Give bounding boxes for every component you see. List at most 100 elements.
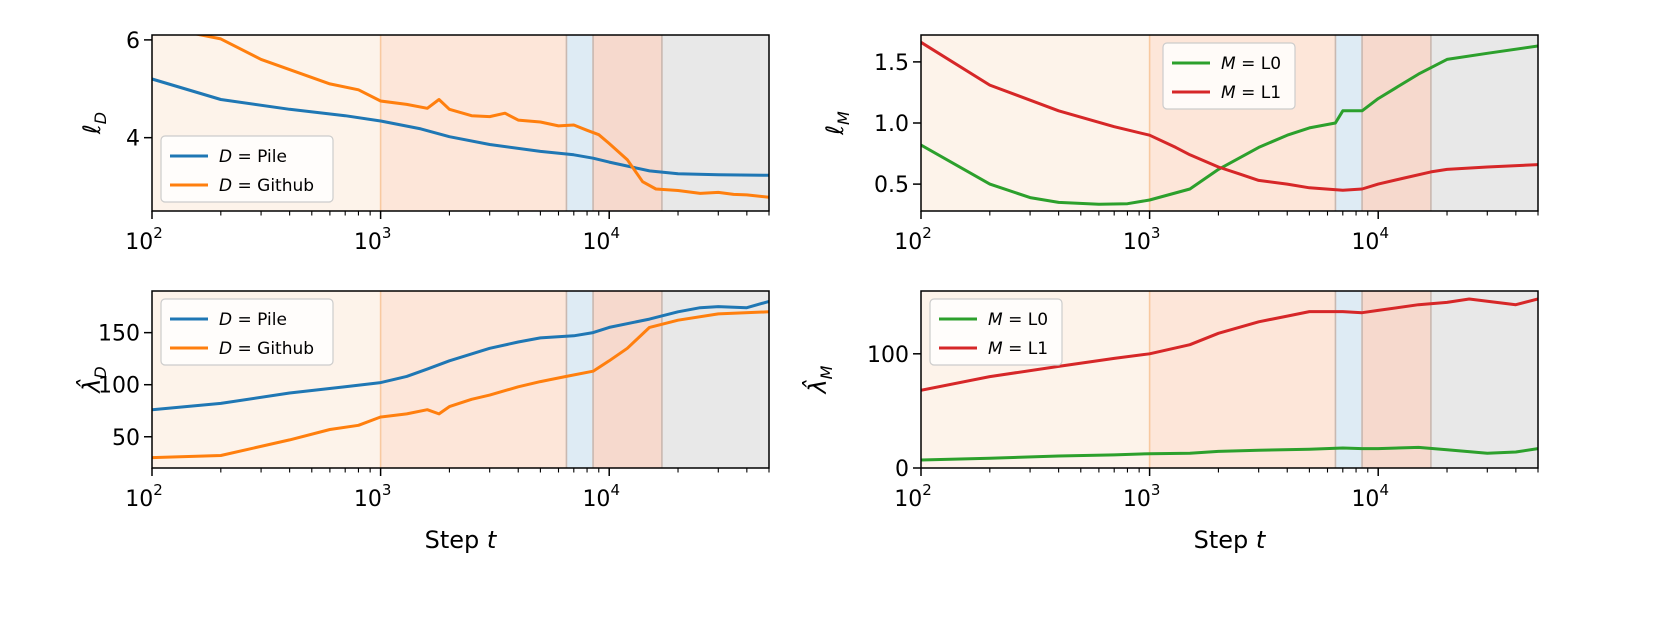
y-label-symbol: λ̂ [76, 379, 106, 395]
x-tick-base: 10 [354, 487, 382, 512]
x-axis-label: Step t [425, 526, 498, 554]
y-tick-label: 1.0 [874, 112, 909, 137]
legend-entry: D = Github [219, 339, 314, 359]
x-tick-base: 10 [125, 230, 153, 255]
y-label-subscript: D [91, 366, 110, 378]
shaded-region [1335, 291, 1363, 468]
x-tick-exponent: 3 [382, 224, 392, 242]
shaded-region [661, 35, 769, 211]
legend-value: Pile [257, 310, 287, 330]
x-tick-label: 103 [1123, 481, 1161, 512]
shaded-region [661, 291, 769, 468]
series-line-l1 [921, 297, 1538, 392]
y-tick-label: 6 [126, 29, 140, 54]
x-tick-exponent: 4 [610, 481, 620, 499]
x-tick-base: 10 [582, 230, 610, 255]
x-tick-label: 103 [354, 481, 392, 512]
series-line-pile [152, 299, 769, 412]
legend-equals: = [232, 147, 257, 167]
y-axis-label: λ̂D [76, 366, 110, 395]
legend-value: Github [257, 339, 314, 359]
legend: D = Pile D = Github [160, 135, 334, 203]
legend-variable: D [219, 176, 232, 196]
y-label-subscript: M [834, 111, 853, 125]
x-tick-exponent: 3 [1151, 481, 1161, 499]
y-label-symbol: ℓ [78, 124, 106, 135]
legend-entry: M = L1 [1221, 83, 1281, 103]
x-tick-exponent: 3 [382, 481, 392, 499]
x-tick-label: 102 [894, 224, 932, 255]
x-tick-exponent: 3 [1151, 224, 1161, 242]
x-axis-label: Step t [1194, 526, 1267, 554]
x-label-variable: t [487, 526, 498, 554]
legend-variable: M [1221, 83, 1236, 103]
x-tick-base: 10 [1123, 487, 1151, 512]
x-tick-label: 102 [125, 481, 163, 512]
y-tick-label: 4 [126, 127, 140, 152]
shaded-region [1362, 291, 1431, 468]
x-tick-base: 10 [1351, 487, 1379, 512]
legend: D = Pile D = Github [160, 298, 334, 366]
legend-equals: = [1003, 339, 1028, 359]
shaded-region [566, 35, 594, 211]
y-tick-label: 1.5 [874, 51, 909, 76]
shaded-region [593, 35, 662, 211]
legend-value: Pile [257, 147, 287, 167]
x-tick-base: 10 [582, 487, 610, 512]
axes-frame [151, 34, 770, 212]
x-tick-exponent: 2 [922, 481, 932, 499]
series-line-l1 [921, 41, 1538, 192]
x-label-text: Step [1194, 526, 1256, 554]
series-line-github [152, 310, 769, 460]
x-tick-exponent: 4 [610, 224, 620, 242]
x-tick-label: 104 [582, 224, 620, 255]
legend-variable: M [988, 339, 1003, 359]
legend-value: L0 [1261, 54, 1281, 74]
legend-value: L1 [1261, 83, 1281, 103]
series-line-l0 [921, 44, 1538, 206]
legend-entry: D = Github [219, 176, 314, 196]
legend-value: L1 [1028, 339, 1048, 359]
legend-equals: = [232, 176, 257, 196]
shaded-region [1149, 291, 1336, 468]
series-line-l0 [921, 445, 1538, 462]
legend-variable: D [219, 147, 232, 167]
x-tick-base: 10 [125, 487, 153, 512]
legend-variable: M [1221, 54, 1236, 74]
x-tick-label: 104 [1351, 481, 1389, 512]
x-tick-label: 103 [354, 224, 392, 255]
series-line-pile [152, 77, 769, 177]
legend-equals: = [1236, 83, 1261, 103]
series-line-github [193, 35, 769, 199]
y-label-symbol: λ̂ [802, 379, 832, 395]
y-tick-label: 0 [895, 457, 909, 482]
legend: M = L0 M = L1 [1162, 42, 1296, 110]
x-tick-label: 102 [125, 224, 163, 255]
axes-frame [920, 290, 1539, 469]
legend-variable: M [988, 310, 1003, 330]
y-tick-label: 50 [112, 426, 140, 451]
x-label-text: Step [425, 526, 487, 554]
x-tick-base: 10 [1123, 230, 1151, 255]
y-tick-label: 100 [867, 343, 909, 368]
x-tick-label: 102 [894, 481, 932, 512]
x-tick-base: 10 [354, 230, 382, 255]
x-tick-label: 104 [582, 481, 620, 512]
y-label-symbol: ℓ [821, 125, 849, 136]
y-tick-label: 0.5 [874, 173, 909, 198]
legend-equals: = [1236, 54, 1261, 74]
y-tick-label: 100 [98, 374, 140, 399]
legend-variable: D [219, 339, 232, 359]
y-axis-label: ℓD [78, 112, 110, 135]
shaded-region [1430, 35, 1538, 211]
legend-entry: D = Pile [219, 310, 287, 330]
shaded-region [380, 291, 567, 468]
x-tick-exponent: 2 [153, 224, 163, 242]
x-label-variable: t [1256, 526, 1267, 554]
x-tick-exponent: 4 [1379, 481, 1389, 499]
y-axis-label: λ̂M [802, 365, 836, 395]
